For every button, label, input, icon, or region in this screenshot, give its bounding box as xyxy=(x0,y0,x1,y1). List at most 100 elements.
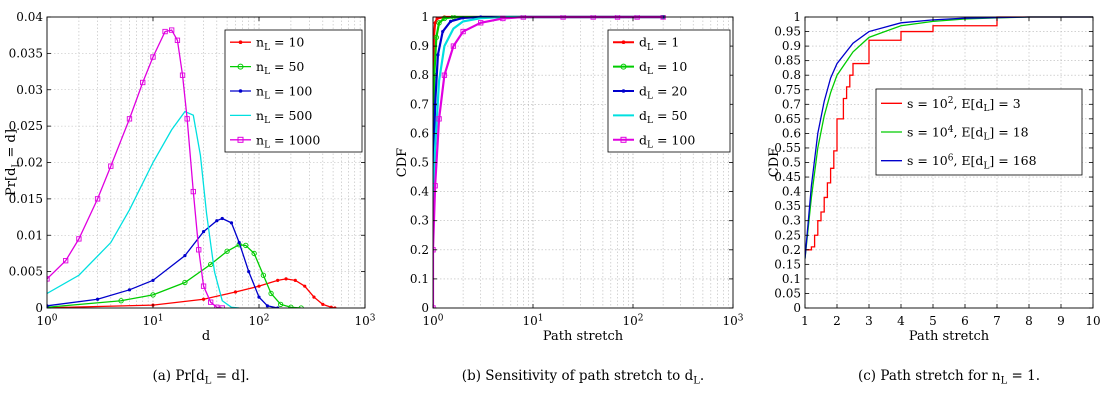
x-axis-label: Path stretch xyxy=(543,329,624,344)
y-tick-label: 0.8 xyxy=(410,68,429,82)
x-tick-label: 101​ xyxy=(522,313,543,328)
data-point xyxy=(237,240,241,245)
legend: s = 102​, E[dL​] = 3 s = 104​, E[dL​] = 1… xyxy=(875,88,1083,176)
y-tick-label: 0.25 xyxy=(774,228,801,242)
data-point xyxy=(329,305,333,308)
panel-caption: (c) Path stretch for nL​ = 1. xyxy=(858,368,1040,386)
legend-label: nL​ = 1000 xyxy=(256,132,320,150)
y-tick-label: 0 xyxy=(793,301,801,315)
data-point xyxy=(433,21,437,25)
series-line-2 xyxy=(47,217,278,308)
y-tick-label: 1 xyxy=(793,10,801,24)
x-tick-label: 102​ xyxy=(248,313,269,328)
x-tick-label: 100​ xyxy=(422,313,443,328)
y-axis-label: Pr[dL​ = d] xyxy=(4,129,21,196)
data-point xyxy=(251,250,257,257)
data-point xyxy=(179,72,186,78)
legend-marker xyxy=(238,89,243,93)
data-point xyxy=(126,116,133,122)
y-tick-label: 0.75 xyxy=(774,83,801,97)
x-tick-label: 103​ xyxy=(354,313,375,328)
data-point xyxy=(220,216,224,221)
data-point xyxy=(200,283,207,289)
data-point xyxy=(478,20,484,26)
data-point xyxy=(260,272,267,278)
y-tick-label: 0.04 xyxy=(16,10,43,24)
data-point xyxy=(460,28,466,35)
legend-marker xyxy=(237,136,244,143)
series-line-3 xyxy=(47,110,240,308)
y-tick-label: 0.2 xyxy=(782,243,801,257)
series-line-1 xyxy=(47,244,302,308)
y-tick-label: 0.035 xyxy=(9,46,43,60)
y-axis-label: CDF xyxy=(767,148,782,177)
data-point xyxy=(150,54,156,60)
y-tick-label: 0.5 xyxy=(782,156,801,170)
series-line-2 xyxy=(805,16,1093,259)
data-point xyxy=(118,298,124,304)
legend-label: dL​ = 20 xyxy=(639,84,687,102)
legend-label: nL​ = 100 xyxy=(256,84,312,102)
data-point xyxy=(243,242,249,249)
legend-label: dL​ = 100 xyxy=(639,132,695,150)
legend-label: dL​ = 50 xyxy=(639,108,687,126)
y-tick-label: 0.6 xyxy=(782,126,801,140)
chart-panel-b: 100​ 101​ 102​ 103​ 0 0.1 0.2 0.3 0.4 0.5 0.6 0.7 0.… xyxy=(395,10,744,386)
data-point xyxy=(500,15,506,22)
legend-marker xyxy=(621,40,626,44)
data-point xyxy=(215,219,219,223)
panel-caption: (a) Pr[dL​ = d]. xyxy=(152,368,249,386)
panel-caption: (b) Sensitivity of path stretch to dL​. xyxy=(462,368,704,386)
y-tick-label: 0.01 xyxy=(16,228,43,242)
x-tick-label: 103​ xyxy=(722,313,743,328)
data-point xyxy=(208,299,214,305)
data-point xyxy=(265,304,269,308)
data-point xyxy=(47,276,50,282)
data-point xyxy=(174,37,181,43)
data-point xyxy=(76,236,82,242)
y-tick-label: 0.1 xyxy=(782,272,801,286)
y-tick-label: 0 xyxy=(35,301,43,315)
data-point xyxy=(127,288,132,292)
data-point xyxy=(293,278,297,282)
data-point xyxy=(224,248,230,254)
y-tick-label: 0.3 xyxy=(410,214,429,228)
y-tick-label: 0.1 xyxy=(410,272,429,286)
data-point xyxy=(162,28,168,35)
data-point xyxy=(441,72,448,78)
series-line-4 xyxy=(47,29,223,308)
data-point xyxy=(268,290,274,297)
x-tick-label: 1 xyxy=(801,314,809,328)
legend-label: nL​ = 10 xyxy=(256,35,304,53)
data-point xyxy=(150,292,156,298)
data-point xyxy=(94,196,101,202)
data-point xyxy=(247,270,251,274)
y-tick-label: 0 xyxy=(421,301,429,315)
data-point xyxy=(182,279,188,286)
legend-label: dL​ = 10 xyxy=(639,59,687,77)
data-point xyxy=(435,16,439,21)
data-point xyxy=(229,221,234,225)
x-tick-label: 6 xyxy=(961,314,969,328)
series-group xyxy=(805,16,1093,259)
data-point xyxy=(449,19,453,23)
y-tick-label: 0.15 xyxy=(774,257,801,271)
data-point xyxy=(288,304,294,308)
data-point xyxy=(214,304,220,308)
legend-label: s = 104​, E[dL​] = 18 xyxy=(907,125,1029,143)
y-tick-label: 0.02 xyxy=(16,156,43,170)
series-group xyxy=(47,27,337,308)
legend-marker xyxy=(238,40,243,44)
data-point xyxy=(436,20,442,26)
y-axis-label: CDF xyxy=(395,148,410,177)
data-point xyxy=(450,43,457,49)
legend-marker xyxy=(620,63,627,70)
y-tick-label: 0.7 xyxy=(782,97,801,111)
data-point xyxy=(151,278,155,282)
data-point xyxy=(201,230,206,234)
series-line-0 xyxy=(805,16,1093,251)
legend-marker xyxy=(620,136,627,143)
data-point xyxy=(321,302,325,306)
y-tick-label: 0.55 xyxy=(774,141,801,155)
